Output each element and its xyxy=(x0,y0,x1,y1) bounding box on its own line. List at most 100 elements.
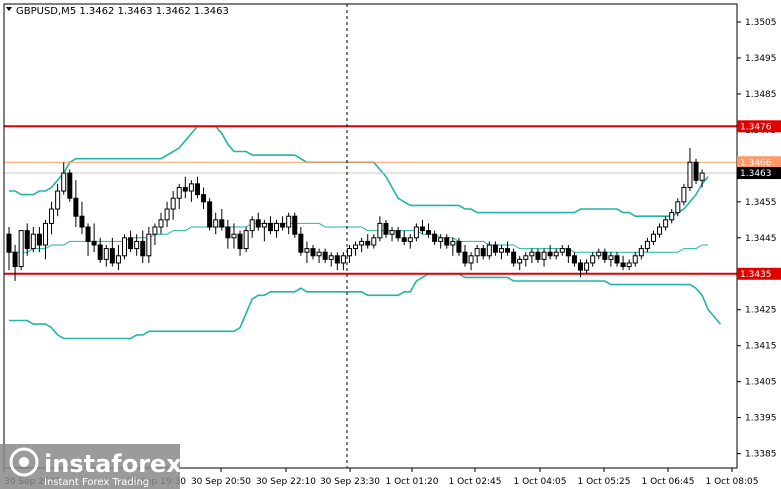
candle xyxy=(450,237,456,256)
candle-body-down xyxy=(432,233,438,242)
candle-body-down xyxy=(334,255,340,264)
candle-body-down xyxy=(444,237,450,246)
candle xyxy=(444,234,450,249)
candle-body-down xyxy=(267,222,273,232)
candle xyxy=(565,244,571,263)
candle xyxy=(505,241,511,256)
candle-body-down xyxy=(219,219,225,228)
candle xyxy=(432,230,438,245)
candle xyxy=(91,223,97,253)
x-tick-label: 30 Sep 20:50 xyxy=(191,477,251,487)
candle-body-up xyxy=(231,233,237,239)
candle-body-up xyxy=(486,244,492,257)
candle-body-up xyxy=(553,251,559,257)
candle-body-up xyxy=(523,255,529,260)
y-tick-label: 1.3505 xyxy=(745,18,777,28)
candle-body-down xyxy=(456,240,462,253)
candle-body-down xyxy=(419,226,425,232)
candle-body-up xyxy=(644,240,650,250)
candle xyxy=(67,169,73,202)
candle xyxy=(608,252,614,267)
candle-body-down xyxy=(237,233,243,250)
candle-body-up xyxy=(30,233,36,250)
candle-body-up xyxy=(286,215,292,228)
candle-body-down xyxy=(225,226,231,239)
candle-body-up xyxy=(608,255,614,260)
candle-body-up xyxy=(42,222,48,246)
candle-body-down xyxy=(547,251,553,257)
candle xyxy=(146,227,152,263)
candle-body-down xyxy=(109,248,115,264)
candle-body-down xyxy=(67,172,73,199)
dropdown-icon[interactable] xyxy=(6,7,12,11)
candle xyxy=(158,212,164,235)
candle xyxy=(559,244,565,256)
candle xyxy=(176,183,182,210)
candle xyxy=(182,176,188,199)
candle xyxy=(6,227,12,271)
price-levels xyxy=(4,125,737,275)
candle xyxy=(340,252,346,271)
candle-body-up xyxy=(122,237,128,257)
x-tick-label: 30 Sep 22:10 xyxy=(256,477,316,487)
candle xyxy=(194,176,200,199)
candle xyxy=(243,227,249,253)
candle xyxy=(207,198,213,231)
candle-body-up xyxy=(638,248,644,257)
candle xyxy=(620,255,626,271)
candle xyxy=(553,248,559,260)
candle-body-up xyxy=(590,255,596,264)
candle xyxy=(30,227,36,253)
current-price-badge xyxy=(737,167,781,180)
candle-body-down xyxy=(24,230,30,250)
candle xyxy=(213,212,219,235)
candle xyxy=(140,230,146,263)
candle xyxy=(36,227,42,253)
candle-body-down xyxy=(73,197,79,217)
candle xyxy=(699,169,705,188)
lower-band-line xyxy=(9,272,722,340)
candle xyxy=(596,248,602,260)
y-tick-label: 1.3425 xyxy=(745,306,777,316)
candle-body-up xyxy=(407,237,413,242)
candle-body-down xyxy=(91,240,97,246)
candle xyxy=(280,216,286,231)
candle xyxy=(590,252,596,267)
candle xyxy=(85,223,91,256)
candle-body-down xyxy=(535,251,541,260)
candle xyxy=(669,209,675,224)
candle xyxy=(395,227,401,242)
candle xyxy=(486,241,492,260)
candle xyxy=(304,241,310,263)
candle-body-up xyxy=(243,230,249,250)
candle-body-up xyxy=(657,226,663,235)
candle-body-down xyxy=(578,262,584,271)
candle xyxy=(456,237,462,256)
candle xyxy=(687,147,693,192)
candle xyxy=(693,158,699,184)
x-tick-label: 1 Oct 06:45 xyxy=(642,477,695,487)
candle-body-down xyxy=(571,255,577,264)
candle-body-up xyxy=(213,219,219,228)
candle xyxy=(219,209,225,231)
candle-body-down xyxy=(85,226,91,242)
x-tick-label: 1 Oct 08:05 xyxy=(706,477,759,487)
candle xyxy=(152,223,158,245)
candle-body-down xyxy=(401,237,407,242)
candle-body-up xyxy=(377,222,383,239)
watermark-tagline: Instant Forex Trading xyxy=(44,477,149,488)
candle-body-up xyxy=(103,248,109,260)
candle-body-up xyxy=(49,208,55,224)
candle-body-down xyxy=(298,233,304,253)
y-tick-label: 1.3485 xyxy=(745,90,777,100)
candle-body-up xyxy=(55,190,61,210)
candle xyxy=(255,212,261,231)
candle xyxy=(523,252,529,267)
y-tick-label: 1.3405 xyxy=(745,378,777,388)
candle xyxy=(322,248,328,263)
candle xyxy=(377,216,383,242)
candle-body-down xyxy=(620,262,626,268)
candle-body-up xyxy=(249,219,255,232)
candle-body-down xyxy=(480,248,486,257)
candle-body-up xyxy=(115,255,121,264)
